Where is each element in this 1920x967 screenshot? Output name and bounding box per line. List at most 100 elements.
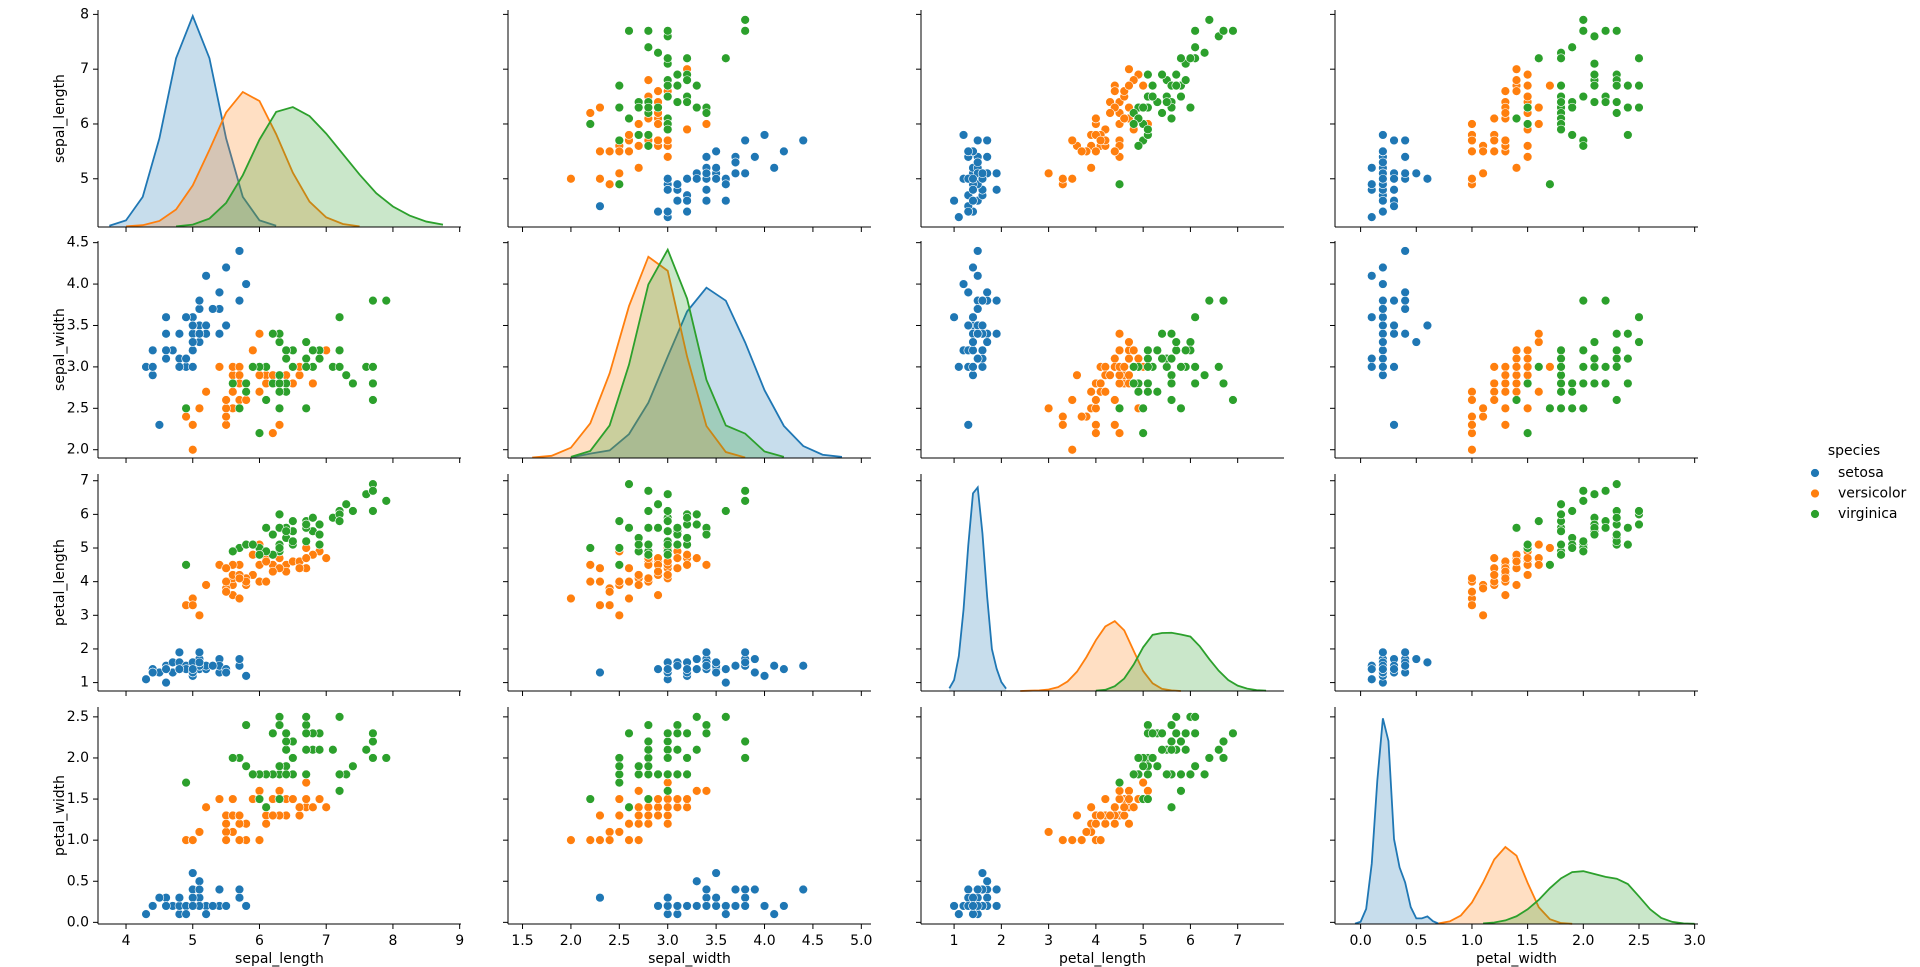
scatter-point — [1522, 345, 1533, 356]
scatter-point — [614, 135, 625, 146]
scatter-point — [314, 539, 325, 550]
scatter-point — [368, 753, 378, 763]
scatter-point — [1143, 794, 1153, 804]
scatter-point — [241, 378, 251, 389]
scatter-point — [161, 312, 171, 322]
x-tick-label: 3 — [1044, 933, 1053, 949]
scatter-point — [1138, 80, 1148, 91]
scatter-point — [1378, 304, 1388, 314]
y-tick-label: 7 — [80, 61, 89, 77]
y-axis-label: sepal_width — [52, 308, 68, 391]
scatter-point — [1478, 168, 1488, 179]
scatter-point — [221, 395, 231, 405]
scatter-point — [234, 884, 245, 895]
scatter-point — [663, 135, 673, 146]
scatter-point — [208, 304, 218, 314]
scatter-point — [1185, 102, 1196, 113]
scatter-point — [1218, 295, 1229, 306]
scatter-point — [721, 196, 731, 206]
scatter-point — [1185, 53, 1196, 63]
scatter-point — [1119, 113, 1129, 124]
scatter-point — [241, 761, 251, 771]
scatter-point — [1119, 362, 1129, 372]
scatter-point — [274, 403, 285, 414]
x-tick-label: 2.5 — [1628, 933, 1650, 949]
scatter-point — [1218, 736, 1229, 747]
scatter-point — [1478, 146, 1488, 157]
scatter-point — [274, 387, 285, 397]
scatter-point — [1623, 80, 1633, 91]
scatter-point — [977, 345, 988, 356]
scatter-point — [1556, 80, 1566, 91]
scatter-point — [221, 420, 231, 430]
scatter-point — [1578, 91, 1589, 102]
scatter-point — [381, 496, 391, 506]
scatter-point — [624, 819, 634, 829]
scatter-point — [1612, 329, 1622, 339]
panel: 0.0 0.5 1.0 1.5 2.0 2.5 3.0 — [1330, 707, 1706, 949]
scatter-point — [1190, 378, 1200, 389]
scatter-point — [301, 712, 311, 722]
scatter-point — [1143, 786, 1153, 796]
scatter-point — [633, 580, 644, 590]
scatter-point — [682, 124, 692, 135]
scatter-point — [1500, 370, 1511, 380]
scatter-point — [1489, 553, 1499, 563]
scatter-point — [1378, 130, 1388, 140]
scatter-point — [281, 728, 291, 738]
scatter-point — [663, 506, 673, 516]
scatter-point — [1522, 152, 1533, 162]
scatter-point — [633, 119, 644, 129]
scatter-point — [682, 533, 692, 543]
scatter-point — [991, 329, 1002, 339]
y-tick-label: 6 — [80, 116, 89, 132]
scatter-point — [154, 892, 165, 903]
x-axis-label: petal_width — [1476, 951, 1557, 967]
scatter-point — [633, 130, 644, 140]
legend-label: versicolor — [1838, 486, 1907, 502]
y-tick-label: 4 — [80, 574, 89, 590]
scatter-point — [1389, 362, 1399, 372]
kde-line — [109, 13, 277, 227]
scatter-point — [1110, 146, 1120, 157]
scatter-point — [682, 664, 692, 674]
scatter-point — [614, 146, 625, 157]
scatter-point — [721, 712, 731, 722]
scatter-point — [1612, 97, 1622, 107]
scatter-point — [692, 654, 702, 664]
scatter-point — [1467, 600, 1477, 610]
scatter-point — [663, 753, 673, 763]
scatter-point — [274, 786, 285, 796]
scatter-point — [740, 168, 750, 179]
scatter-point — [228, 546, 238, 557]
x-tick-label: 5 — [188, 933, 197, 949]
scatter-point — [954, 909, 964, 919]
scatter-point — [663, 728, 673, 738]
scatter-point — [201, 320, 211, 331]
scatter-point — [653, 769, 663, 780]
scatter-point — [973, 329, 983, 339]
scatter-point — [254, 835, 265, 845]
kde-line — [125, 90, 360, 228]
scatter-point — [1378, 206, 1388, 217]
scatter-point — [1091, 146, 1101, 157]
scatter-point — [653, 664, 663, 674]
scatter-point — [663, 777, 673, 788]
scatter-point — [1143, 345, 1153, 356]
scatter-point — [228, 387, 238, 397]
scatter-point — [301, 519, 311, 530]
scatter-point — [1152, 345, 1163, 356]
scatter-point — [241, 720, 251, 730]
scatter-point — [1522, 69, 1533, 80]
scatter-point — [1567, 403, 1577, 414]
scatter-point — [301, 553, 311, 563]
scatter-point — [301, 769, 311, 780]
scatter-point — [1162, 97, 1172, 107]
scatter-point — [1180, 728, 1191, 738]
scatter-point — [692, 519, 702, 530]
scatter-point — [604, 146, 615, 157]
scatter-point — [1556, 362, 1566, 372]
scatter-point — [977, 868, 988, 878]
scatter-point — [1166, 745, 1177, 755]
scatter-point — [963, 206, 973, 217]
